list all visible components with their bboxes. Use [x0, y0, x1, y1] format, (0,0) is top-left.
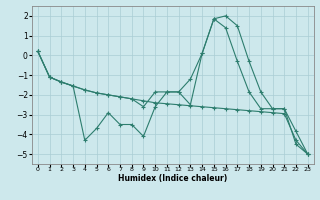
- X-axis label: Humidex (Indice chaleur): Humidex (Indice chaleur): [118, 174, 228, 183]
